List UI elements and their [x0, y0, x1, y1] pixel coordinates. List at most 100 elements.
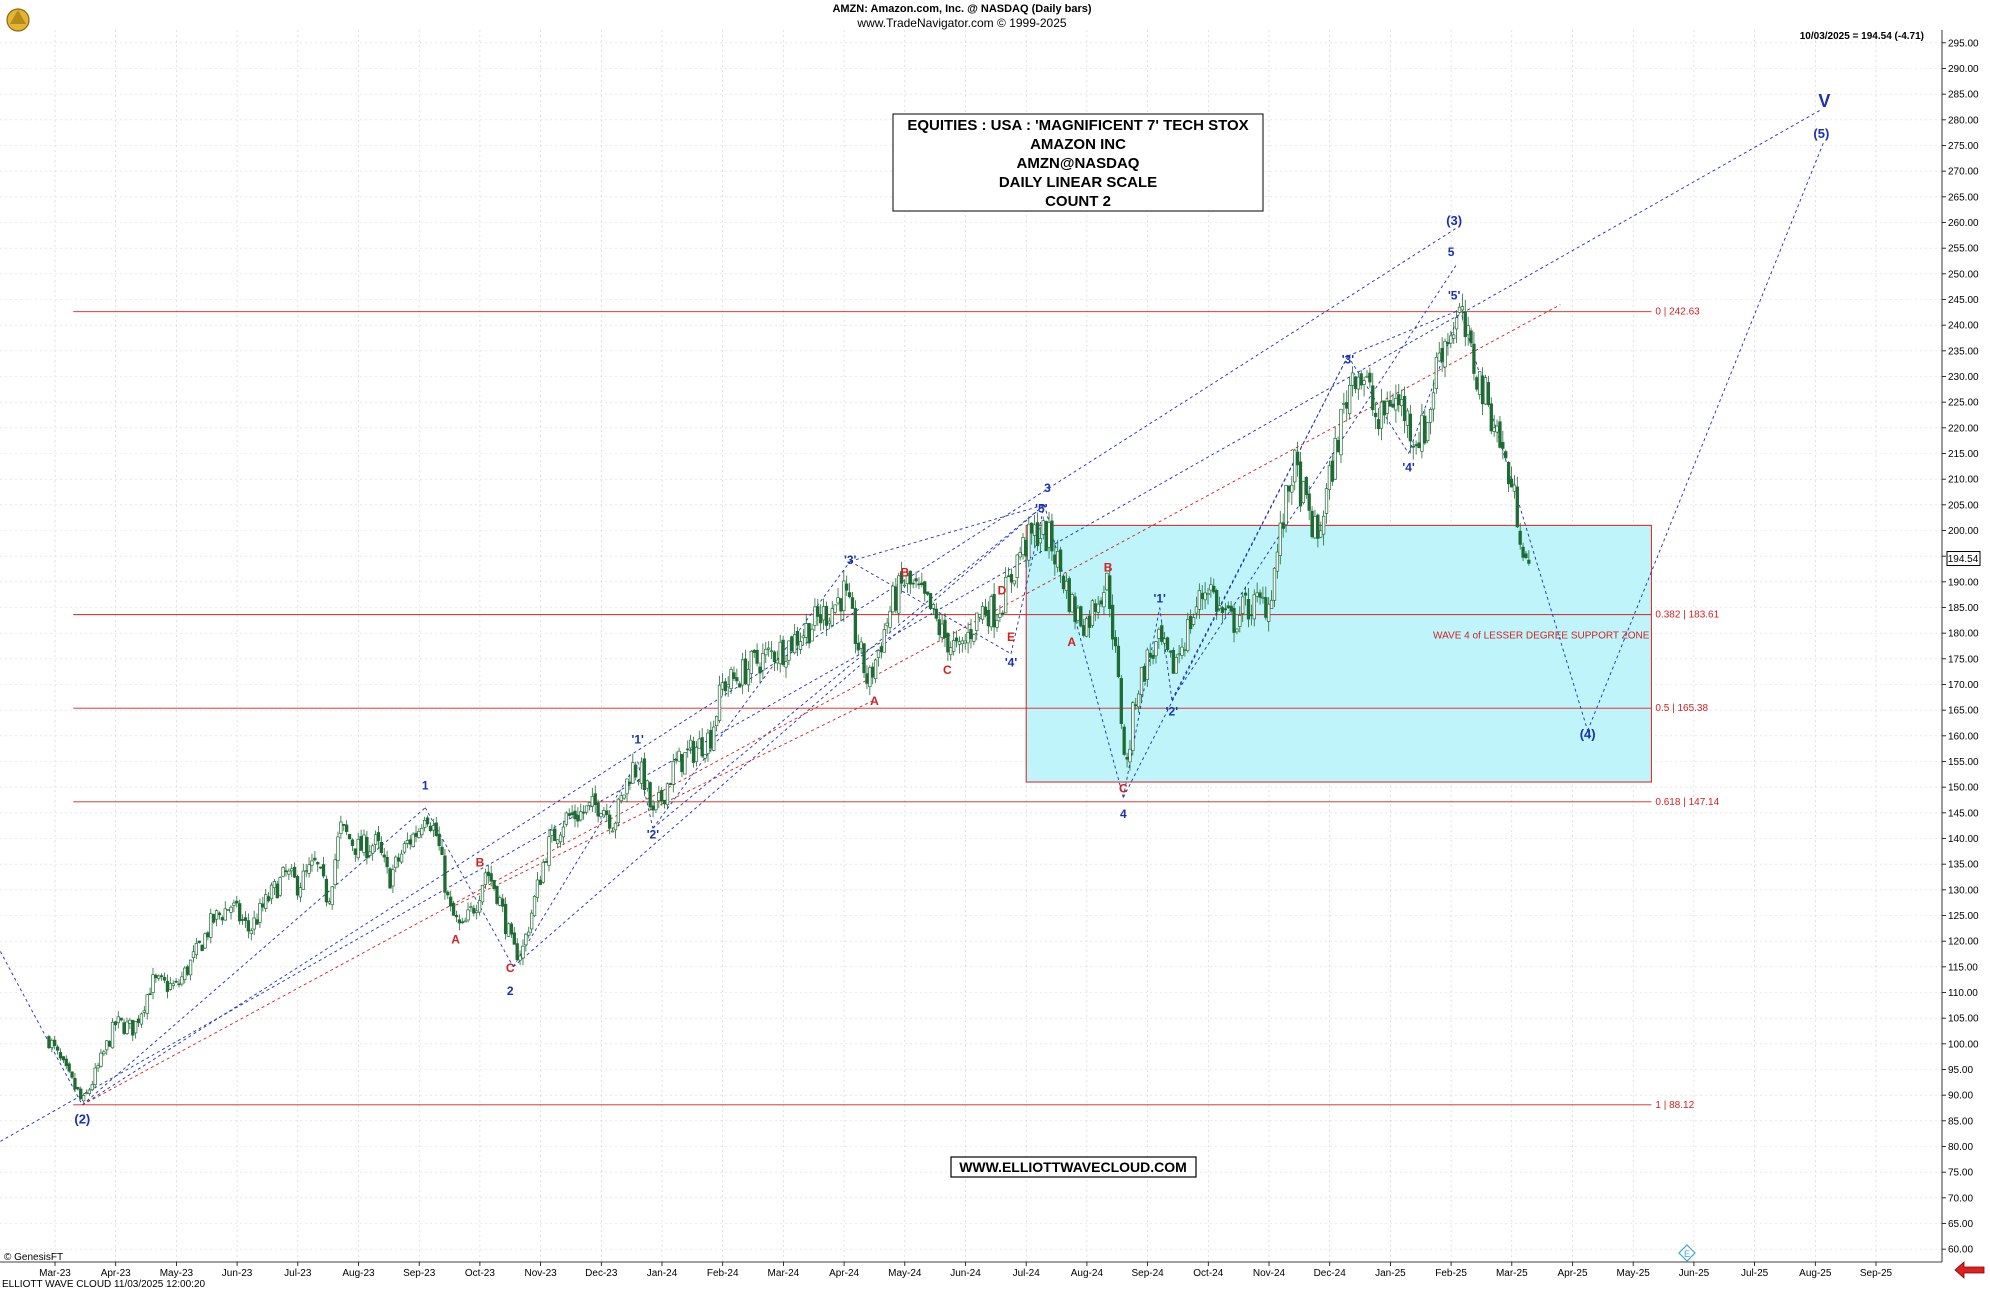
candle-body	[969, 628, 973, 640]
candle-body	[212, 913, 216, 923]
candle	[110, 1018, 115, 1049]
wave-label: C	[1119, 781, 1128, 795]
candle	[1067, 576, 1071, 614]
candle-body	[1165, 637, 1170, 650]
wave-label: (2)	[74, 1111, 90, 1126]
candle-body	[266, 896, 271, 902]
y-tick-label: 275.00	[1948, 141, 1979, 152]
candle-body	[839, 598, 843, 612]
info-line-2: AMAZON INC	[1030, 136, 1126, 153]
candle	[541, 858, 545, 885]
candle-body	[1084, 618, 1089, 637]
candle-body	[105, 1040, 109, 1051]
candle-body	[1041, 520, 1045, 535]
candle-body	[1437, 352, 1441, 362]
candle-body	[1327, 465, 1332, 491]
candle	[1489, 397, 1493, 435]
candle-body	[281, 867, 285, 877]
x-tick-label: Aug-23	[342, 1268, 375, 1279]
candle-body	[842, 580, 846, 612]
candle-body	[865, 673, 869, 684]
candle-body	[1478, 371, 1482, 395]
candle	[469, 902, 473, 912]
candle	[1371, 372, 1375, 417]
candle-body	[1108, 575, 1112, 609]
fib-levels: 0 | 242.63 0.382 | 183.61 0.5 | 165.38 0.61…	[73, 307, 1720, 1111]
candle-body	[1402, 396, 1407, 422]
candle	[761, 643, 765, 680]
candle-body	[391, 869, 395, 887]
candle-body	[954, 637, 959, 642]
candle-body	[1376, 419, 1381, 429]
candle-body	[486, 871, 490, 877]
candle-body	[645, 780, 649, 789]
candle-body	[162, 977, 167, 981]
candle-body	[1512, 484, 1517, 492]
y-tick-label: 75.00	[1948, 1168, 1973, 1179]
candle	[790, 635, 794, 654]
candle	[1038, 526, 1043, 554]
candle-body	[1472, 343, 1476, 374]
wave-label: 4	[1120, 807, 1127, 821]
candle	[897, 572, 901, 624]
candle-body	[654, 801, 658, 811]
y-tick-label: 120.00	[1948, 937, 1979, 948]
candle	[1012, 580, 1016, 587]
candle-body	[946, 632, 950, 653]
candle	[613, 821, 618, 839]
candle-body	[1414, 444, 1418, 447]
x-tick-label: Jun-23	[222, 1268, 253, 1279]
candle	[1004, 567, 1008, 614]
candle-body	[894, 586, 898, 611]
candle-body	[1518, 530, 1522, 545]
candle	[853, 600, 858, 654]
candle-body	[1047, 522, 1051, 548]
candle	[1267, 597, 1271, 632]
candle-body	[330, 886, 334, 906]
chart-title: AMZN: Amazon.com, Inc. @ NASDAQ (Daily b…	[832, 3, 1091, 15]
candle-body	[1157, 628, 1161, 639]
candle-body	[1460, 306, 1465, 311]
candle-body	[810, 628, 814, 642]
wave-line	[850, 504, 1045, 562]
candle	[1186, 612, 1190, 653]
candle-body	[408, 839, 412, 845]
candle-body	[1183, 648, 1187, 651]
wave-label: (5)	[1813, 126, 1829, 141]
candle-body	[524, 933, 528, 946]
candle	[1466, 316, 1470, 346]
candle-body	[1191, 617, 1196, 625]
candle-body	[1050, 520, 1054, 552]
candle-body	[714, 716, 719, 727]
candle	[1472, 331, 1476, 381]
candle	[833, 604, 837, 615]
candle-body	[1452, 334, 1456, 339]
candle-body	[1021, 537, 1025, 556]
candle	[1347, 376, 1352, 420]
candle-body	[1246, 598, 1251, 620]
candle-body	[434, 822, 438, 837]
candle-body	[90, 1084, 94, 1091]
y-tick-label: 130.00	[1948, 885, 1979, 896]
candle-body	[177, 983, 181, 986]
candle	[1469, 327, 1473, 347]
candle	[1232, 604, 1236, 643]
candle-body	[157, 975, 161, 979]
x-tick-label: Jan-24	[647, 1268, 678, 1279]
candle-body	[128, 1019, 132, 1024]
candle-body	[862, 643, 866, 674]
candle-body	[616, 798, 621, 824]
candle-body	[911, 582, 915, 585]
wave-line	[512, 761, 639, 968]
candle-body	[807, 623, 811, 644]
candle	[188, 959, 193, 981]
candle	[162, 972, 167, 984]
candle-body	[55, 1046, 60, 1051]
candle	[1079, 605, 1083, 628]
candle	[735, 668, 739, 685]
candle	[125, 1017, 129, 1036]
candle-body	[677, 750, 681, 762]
wave-line	[1122, 355, 1349, 798]
candle-body	[1134, 704, 1138, 707]
candle	[301, 863, 305, 890]
